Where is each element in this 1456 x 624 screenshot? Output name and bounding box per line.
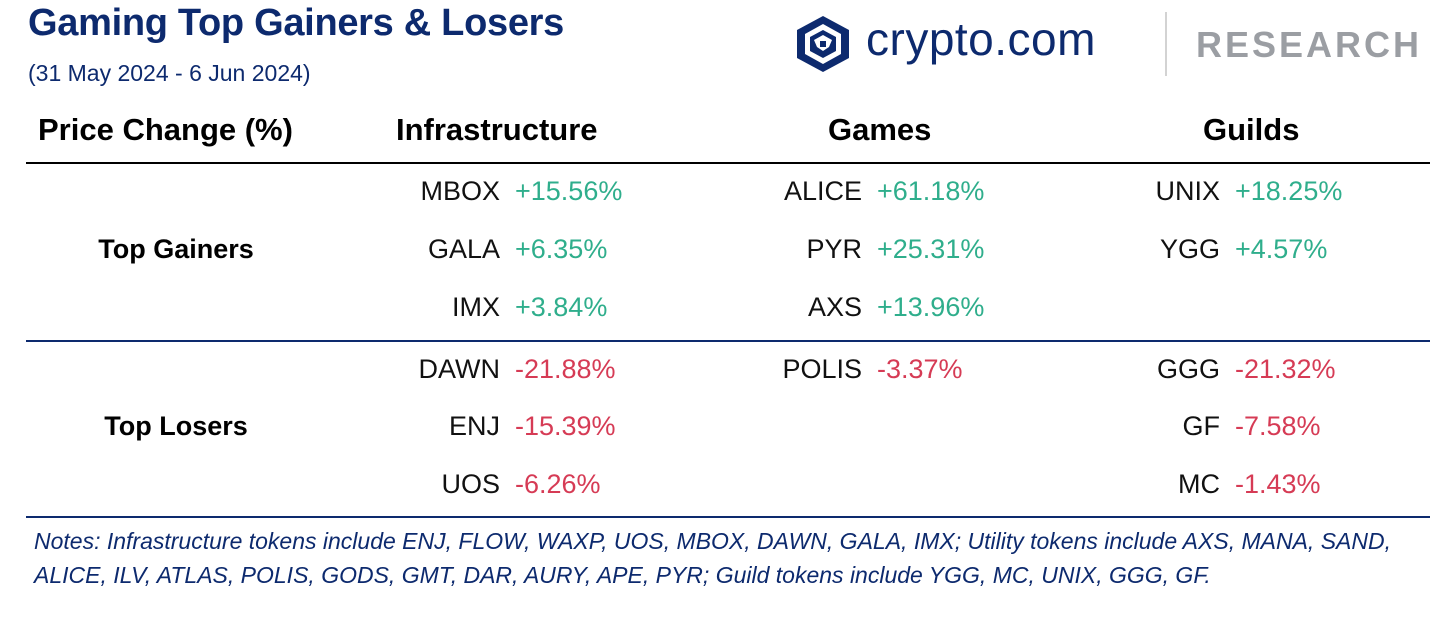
- table-row: POLIS -3.37%: [700, 354, 962, 390]
- section-divider: [26, 340, 1430, 342]
- token-name: ALICE: [783, 176, 862, 206]
- price-change: +18.25%: [1235, 176, 1343, 206]
- table-row: GF -7.58%: [1060, 411, 1321, 447]
- table-row: MC -1.43%: [1060, 469, 1321, 505]
- table-row: GALA +6.35%: [340, 234, 607, 270]
- table-row: AXS +13.96%: [700, 292, 984, 328]
- col-header-price-change: Price Change (%): [38, 112, 293, 147]
- footnote: Notes: Infrastructure tokens include ENJ…: [34, 528, 1391, 588]
- price-change: -3.37%: [877, 354, 963, 384]
- token-name: YGG: [1159, 234, 1220, 264]
- table-row: PYR +25.31%: [700, 234, 984, 270]
- token-name: MBOX: [420, 176, 500, 206]
- crypto-com-lion-shield-icon: [797, 16, 849, 72]
- col-header-games: Games: [828, 112, 932, 147]
- price-change: +6.35%: [515, 234, 608, 264]
- price-change: -1.43%: [1235, 469, 1321, 499]
- price-change: -15.39%: [515, 411, 616, 441]
- section-label-losers: Top Losers: [104, 411, 248, 441]
- table-row: GGG -21.32%: [1060, 354, 1336, 390]
- token-name: GALA: [427, 234, 500, 264]
- token-name: IMX: [451, 292, 500, 322]
- page-title: Gaming Top Gainers & Losers: [28, 2, 564, 44]
- token-name: GGG: [1156, 354, 1220, 384]
- brand-divider: [1165, 12, 1167, 76]
- token-name: AXS: [807, 292, 862, 322]
- price-change: -21.88%: [515, 354, 616, 384]
- token-name: UOS: [441, 469, 500, 499]
- price-change: +3.84%: [515, 292, 608, 322]
- table-row: DAWN -21.88%: [340, 354, 616, 390]
- price-change: +15.56%: [515, 176, 623, 206]
- table-row: ENJ -15.39%: [340, 411, 616, 447]
- token-name: ENJ: [448, 411, 500, 441]
- token-name: DAWN: [418, 354, 501, 384]
- price-change: -6.26%: [515, 469, 601, 499]
- token-name: UNIX: [1155, 176, 1220, 206]
- price-change: +61.18%: [877, 176, 985, 206]
- token-name: GF: [1182, 411, 1221, 441]
- header-divider: [26, 162, 1430, 164]
- table-bottom-divider: [26, 516, 1430, 518]
- brand-research: RESEARCH: [1196, 24, 1423, 65]
- section-label-gainers: Top Gainers: [98, 234, 254, 264]
- table-row: ALICE +61.18%: [700, 176, 984, 212]
- price-change: +4.57%: [1235, 234, 1328, 264]
- col-header-infrastructure: Infrastructure: [396, 112, 598, 147]
- table-row: MBOX +15.56%: [340, 176, 622, 212]
- token-name: MC: [1178, 469, 1220, 499]
- price-change: -7.58%: [1235, 411, 1321, 441]
- date-range: (31 May 2024 - 6 Jun 2024): [28, 60, 311, 86]
- price-change: -21.32%: [1235, 354, 1336, 384]
- price-change: +25.31%: [877, 234, 985, 264]
- table-row: UNIX +18.25%: [1060, 176, 1342, 212]
- token-name: POLIS: [782, 354, 862, 384]
- token-name: PYR: [806, 234, 862, 264]
- table-row: YGG +4.57%: [1060, 234, 1327, 270]
- col-header-guilds: Guilds: [1203, 112, 1300, 147]
- brand-name: crypto.com: [866, 13, 1096, 65]
- table-row: IMX +3.84%: [340, 292, 607, 328]
- price-change: +13.96%: [877, 292, 985, 322]
- table-row: UOS -6.26%: [340, 469, 600, 505]
